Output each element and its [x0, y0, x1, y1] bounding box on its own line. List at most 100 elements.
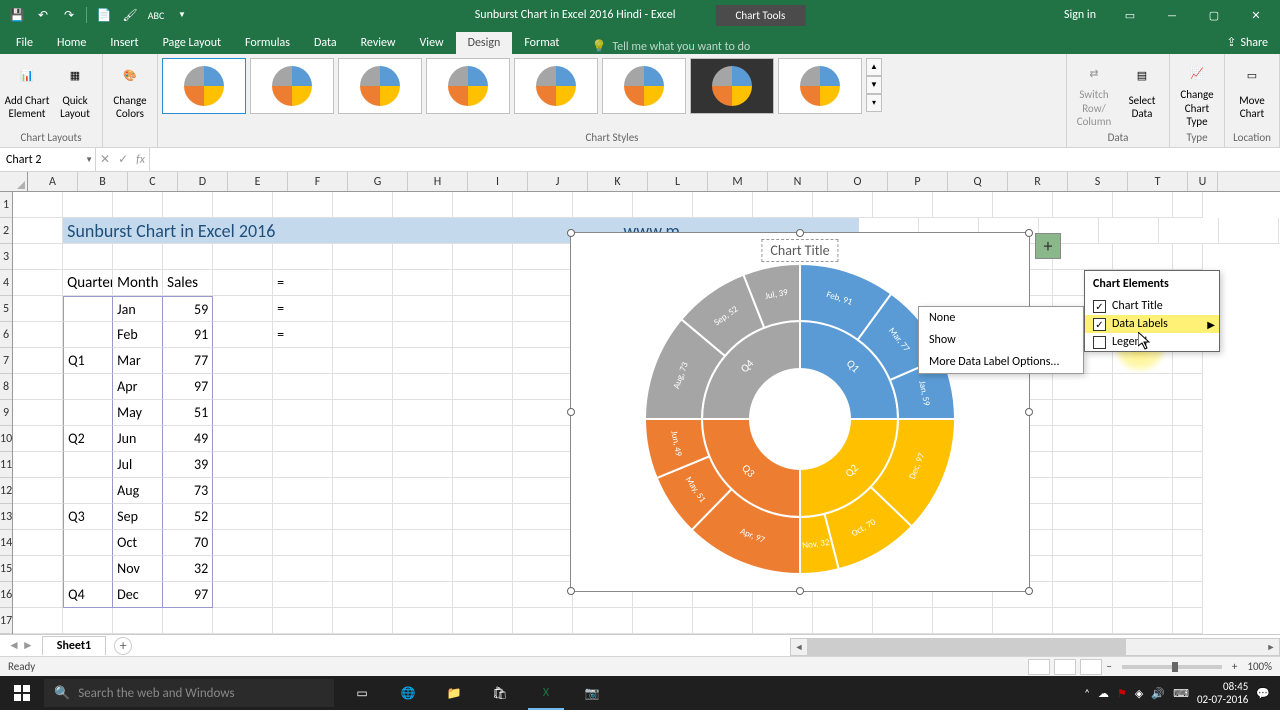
formula-input[interactable]: [150, 148, 1280, 171]
cell[interactable]: [753, 192, 813, 218]
row-header[interactable]: 12: [0, 478, 12, 504]
tray-network-icon[interactable]: ◈: [1135, 687, 1143, 700]
tray-chevron-icon[interactable]: ˄: [1084, 687, 1090, 700]
cell[interactable]: [333, 504, 393, 530]
row-header[interactable]: 2: [0, 218, 12, 244]
cell[interactable]: [63, 192, 113, 218]
cell[interactable]: [453, 296, 513, 322]
cell[interactable]: [513, 322, 573, 348]
column-header[interactable]: E: [228, 172, 288, 191]
sign-in-link[interactable]: Sign in: [1064, 8, 1096, 22]
minimize-icon[interactable]: —: [1152, 0, 1192, 30]
gallery-more-icon[interactable]: ▾: [866, 94, 882, 112]
data-label-none[interactable]: None: [919, 307, 1083, 329]
chart-style-2[interactable]: [250, 58, 334, 114]
cell[interactable]: 73: [163, 478, 213, 504]
cell[interactable]: [333, 296, 393, 322]
cell[interactable]: [393, 426, 453, 452]
cell[interactable]: 91: [163, 322, 213, 348]
cell[interactable]: [273, 452, 333, 478]
cell[interactable]: [933, 192, 993, 218]
cell[interactable]: Sunburst Chart in Excel 2016: [63, 218, 279, 244]
cell[interactable]: [1053, 478, 1113, 504]
cell[interactable]: [13, 374, 63, 400]
column-header[interactable]: P: [888, 172, 948, 191]
cell[interactable]: [513, 348, 573, 374]
cell[interactable]: [333, 348, 393, 374]
cell[interactable]: [1053, 374, 1113, 400]
column-header[interactable]: G: [348, 172, 408, 191]
cell[interactable]: [333, 452, 393, 478]
chart-element-legend[interactable]: Legend: [1085, 333, 1219, 351]
cell[interactable]: May: [113, 400, 163, 426]
ribbon-tab-view[interactable]: View: [408, 32, 456, 54]
add-chart-element-button[interactable]: 📊 Add Chart Element: [4, 58, 50, 128]
cell[interactable]: [1113, 582, 1173, 608]
cell[interactable]: [1173, 374, 1203, 400]
close-icon[interactable]: ✕: [1236, 0, 1276, 30]
data-label-show[interactable]: Show: [919, 329, 1083, 351]
cell[interactable]: Sep: [113, 504, 163, 530]
cell[interactable]: [393, 296, 453, 322]
cell[interactable]: [63, 374, 113, 400]
cell[interactable]: [213, 582, 273, 608]
cell[interactable]: [513, 374, 573, 400]
cell[interactable]: [393, 192, 453, 218]
column-header[interactable]: F: [288, 172, 348, 191]
cell[interactable]: [1099, 218, 1159, 244]
zoom-slider[interactable]: [1122, 665, 1222, 669]
chart-style-8[interactable]: [778, 58, 862, 114]
cell[interactable]: [453, 270, 513, 296]
cell[interactable]: [63, 478, 113, 504]
cell[interactable]: [163, 192, 213, 218]
page-layout-view-button[interactable]: [1054, 659, 1076, 675]
cell[interactable]: Aug: [113, 478, 163, 504]
cell[interactable]: [13, 218, 63, 244]
qat-btn[interactable]: 🖌: [119, 4, 141, 26]
qat-dropdown-icon[interactable]: ▼: [171, 4, 193, 26]
cell[interactable]: [513, 400, 573, 426]
row-header[interactable]: 13: [0, 504, 12, 530]
chart-element-data-labels[interactable]: ✓Data Labels▶: [1085, 315, 1219, 333]
cell[interactable]: [213, 374, 273, 400]
cell[interactable]: [273, 556, 333, 582]
cell[interactable]: [1173, 400, 1203, 426]
cell[interactable]: 70: [163, 530, 213, 556]
ribbon-tab-formulas[interactable]: Formulas: [233, 32, 302, 54]
normal-view-button[interactable]: [1028, 659, 1050, 675]
cell[interactable]: [13, 452, 63, 478]
cell[interactable]: =: [273, 322, 333, 348]
cell[interactable]: [213, 478, 273, 504]
row-header[interactable]: 9: [0, 400, 12, 426]
cell[interactable]: [693, 608, 753, 634]
cell[interactable]: [333, 608, 393, 634]
row-header[interactable]: 14: [0, 530, 12, 556]
cell[interactable]: [453, 192, 513, 218]
cell[interactable]: [573, 608, 633, 634]
row-header[interactable]: 6: [0, 322, 12, 348]
cell[interactable]: Q1: [63, 348, 113, 374]
cell[interactable]: [273, 582, 333, 608]
cell[interactable]: [333, 374, 393, 400]
column-header[interactable]: B: [78, 172, 128, 191]
cell[interactable]: [513, 426, 573, 452]
cell[interactable]: 51: [163, 400, 213, 426]
cell[interactable]: [513, 478, 573, 504]
gallery-down-icon[interactable]: ▼: [866, 76, 882, 94]
cell[interactable]: [333, 478, 393, 504]
cell[interactable]: [1053, 530, 1113, 556]
fx-icon[interactable]: fx: [136, 153, 145, 167]
cell[interactable]: [1113, 530, 1173, 556]
cell[interactable]: [1053, 400, 1113, 426]
cell[interactable]: [393, 374, 453, 400]
sheet-nav-next-icon[interactable]: ►: [22, 638, 34, 653]
cell[interactable]: [213, 504, 273, 530]
cell[interactable]: [499, 218, 559, 244]
cell[interactable]: [513, 582, 573, 608]
worksheet-grid[interactable]: ABCDEFGHIJKLMNOPQRSTU 123456789101112131…: [0, 172, 1280, 634]
excel-taskbar-icon[interactable]: X: [524, 676, 568, 710]
cell[interactable]: [213, 608, 273, 634]
cell[interactable]: [273, 192, 333, 218]
row-header[interactable]: 15: [0, 556, 12, 582]
redo-icon[interactable]: ↷: [58, 4, 80, 26]
